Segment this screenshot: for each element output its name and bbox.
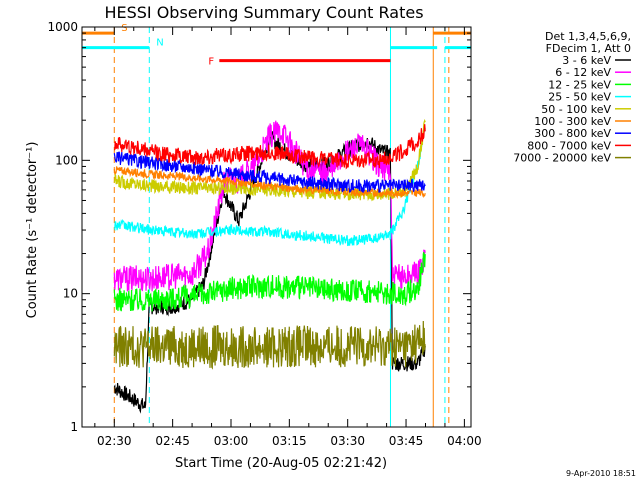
y-tick-label: 1000 xyxy=(47,20,78,34)
legend-entry-label: 3 - 6 keV xyxy=(562,54,611,67)
legend-entry-label: 25 - 50 keV xyxy=(548,91,611,104)
axes: 02:30 02:45 03:00 03:15 03:30 03:45 04:00 1 10 10… xyxy=(47,20,481,448)
legend-entry-label: 7000 - 20000 keV xyxy=(513,152,611,165)
y-tick-label: 1 xyxy=(70,420,78,434)
footer-date: 9-Apr-2010 18:51 xyxy=(566,469,636,478)
series-line xyxy=(113,151,426,194)
x-tick-label: 03:30 xyxy=(330,434,365,448)
x-tick-label: 03:15 xyxy=(272,434,307,448)
series-line xyxy=(113,124,426,170)
legend-entry-label: 50 - 100 keV xyxy=(541,103,611,116)
x-tick-label: 03:45 xyxy=(389,434,424,448)
y-tick-label: 10 xyxy=(63,287,78,301)
x-tick-label: 03:00 xyxy=(214,434,249,448)
plot-area: S N F xyxy=(82,23,471,427)
series-line xyxy=(113,127,426,247)
x-tick-label: 02:45 xyxy=(155,434,190,448)
flag-s-label: S xyxy=(121,23,127,34)
legend-entry-label: 12 - 25 keV xyxy=(548,78,611,91)
flag-f-label: F xyxy=(208,57,214,68)
plot-frame xyxy=(81,26,472,428)
y-tick-label: 100 xyxy=(55,153,78,167)
series-line xyxy=(113,120,426,292)
legend-entry-label: 6 - 12 keV xyxy=(555,66,611,79)
chart-title: HESSI Observing Summary Count Rates xyxy=(104,3,423,22)
legend-header: Det 1,3,4,5,6,9, xyxy=(545,30,631,43)
legend: Det 1,3,4,5,6,9,FDecim 1, Att 03 - 6 keV… xyxy=(513,30,631,165)
legend-header: FDecim 1, Att 0 xyxy=(546,42,631,55)
x-tick-label: 02:30 xyxy=(97,434,132,448)
flag-n-label: N xyxy=(156,38,163,49)
legend-entry-label: 300 - 800 keV xyxy=(534,127,611,140)
series-line xyxy=(113,251,426,312)
legend-entry-label: 800 - 7000 keV xyxy=(527,139,611,152)
x-tick-label: 04:00 xyxy=(447,434,482,448)
y-axis-label: Count Rate (s⁻¹ detector⁻¹) xyxy=(25,142,40,319)
legend-entry-label: 100 - 300 keV xyxy=(534,115,611,128)
series-line xyxy=(113,320,426,370)
x-axis-label: Start Time (20-Aug-05 02:21:42) xyxy=(175,456,387,471)
